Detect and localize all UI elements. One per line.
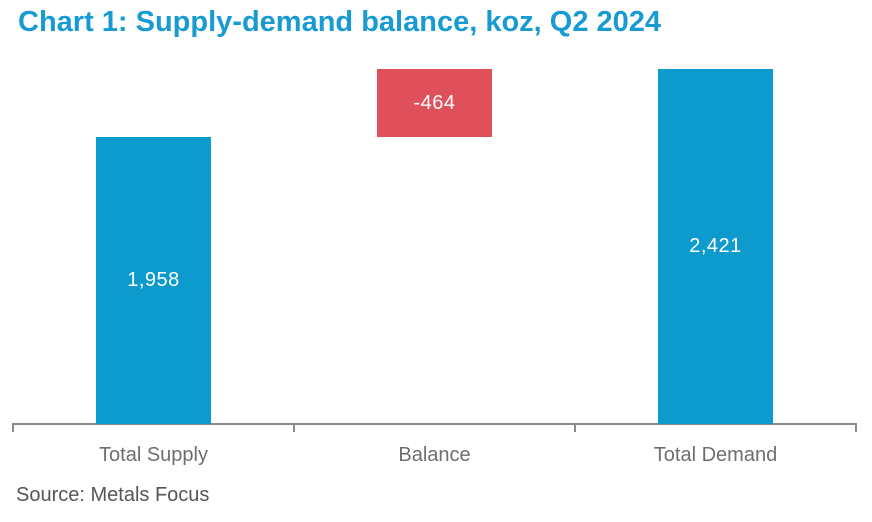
category-label-total-supply: Total Supply (99, 444, 208, 466)
x-axis-tick (855, 423, 857, 432)
bar-value-label-total-supply: 1,958 (127, 268, 180, 291)
bar-value-label-total-demand: 2,421 (689, 235, 742, 258)
x-axis-tick (574, 423, 576, 432)
x-axis-line (13, 423, 856, 425)
category-label-balance: Balance (398, 444, 471, 466)
category-label-total-demand: Total Demand (653, 444, 778, 466)
bar-total-demand: 2,421 (658, 69, 773, 424)
bar-total-supply: 1,958 (96, 137, 211, 424)
x-axis-tick (12, 423, 14, 432)
bar-value-label-balance: -464 (413, 91, 456, 114)
bar-balance: -464 (377, 69, 492, 137)
x-axis-tick (293, 423, 295, 432)
chart-title: Chart 1: Supply-demand balance, koz, Q2 … (18, 6, 662, 38)
source-note: Source: Metals Focus (16, 484, 210, 506)
